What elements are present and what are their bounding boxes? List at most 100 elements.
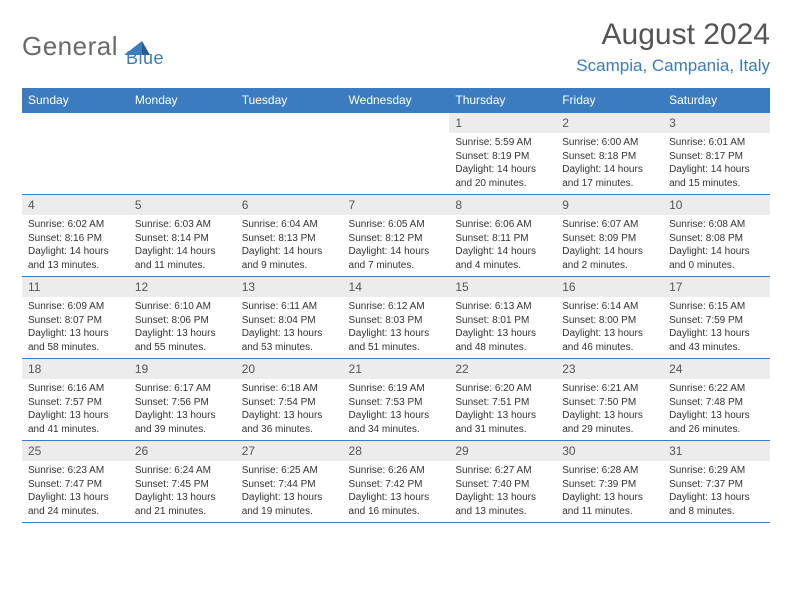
calendar-cell: 20Sunrise: 6:18 AMSunset: 7:54 PMDayligh… (236, 359, 343, 441)
day-details: Sunrise: 6:26 AMSunset: 7:42 PMDaylight:… (343, 461, 450, 522)
calendar-row: 25Sunrise: 6:23 AMSunset: 7:47 PMDayligh… (22, 441, 770, 523)
calendar-cell: 14Sunrise: 6:12 AMSunset: 8:03 PMDayligh… (343, 277, 450, 359)
day-number: 22 (449, 359, 556, 379)
day-number: 7 (343, 195, 450, 215)
day-details: Sunrise: 6:05 AMSunset: 8:12 PMDaylight:… (343, 215, 450, 276)
day-details: Sunrise: 6:22 AMSunset: 7:48 PMDaylight:… (663, 379, 770, 440)
day-number: 28 (343, 441, 450, 461)
day-number: 18 (22, 359, 129, 379)
day-details: Sunrise: 6:20 AMSunset: 7:51 PMDaylight:… (449, 379, 556, 440)
day-details: Sunrise: 6:11 AMSunset: 8:04 PMDaylight:… (236, 297, 343, 358)
calendar-cell: 9Sunrise: 6:07 AMSunset: 8:09 PMDaylight… (556, 195, 663, 277)
day-number: 8 (449, 195, 556, 215)
day-details: Sunrise: 6:07 AMSunset: 8:09 PMDaylight:… (556, 215, 663, 276)
calendar-cell (236, 113, 343, 195)
calendar-cell: 26Sunrise: 6:24 AMSunset: 7:45 PMDayligh… (129, 441, 236, 523)
calendar-cell: 2Sunrise: 6:00 AMSunset: 8:18 PMDaylight… (556, 113, 663, 195)
day-number: 23 (556, 359, 663, 379)
day-details: Sunrise: 6:23 AMSunset: 7:47 PMDaylight:… (22, 461, 129, 522)
calendar-cell: 13Sunrise: 6:11 AMSunset: 8:04 PMDayligh… (236, 277, 343, 359)
day-details: Sunrise: 6:27 AMSunset: 7:40 PMDaylight:… (449, 461, 556, 522)
day-number: 14 (343, 277, 450, 297)
calendar-cell: 27Sunrise: 6:25 AMSunset: 7:44 PMDayligh… (236, 441, 343, 523)
calendar-cell: 30Sunrise: 6:28 AMSunset: 7:39 PMDayligh… (556, 441, 663, 523)
calendar-cell: 25Sunrise: 6:23 AMSunset: 7:47 PMDayligh… (22, 441, 129, 523)
day-number: 2 (556, 113, 663, 133)
calendar-cell: 5Sunrise: 6:03 AMSunset: 8:14 PMDaylight… (129, 195, 236, 277)
day-details: Sunrise: 6:24 AMSunset: 7:45 PMDaylight:… (129, 461, 236, 522)
day-number: 17 (663, 277, 770, 297)
day-details: Sunrise: 6:29 AMSunset: 7:37 PMDaylight:… (663, 461, 770, 522)
day-number: 19 (129, 359, 236, 379)
calendar-cell: 22Sunrise: 6:20 AMSunset: 7:51 PMDayligh… (449, 359, 556, 441)
weekday-header: Saturday (663, 88, 770, 113)
calendar-cell: 31Sunrise: 6:29 AMSunset: 7:37 PMDayligh… (663, 441, 770, 523)
calendar-cell: 8Sunrise: 6:06 AMSunset: 8:11 PMDaylight… (449, 195, 556, 277)
day-details: Sunrise: 6:16 AMSunset: 7:57 PMDaylight:… (22, 379, 129, 440)
day-number: 9 (556, 195, 663, 215)
calendar-cell: 12Sunrise: 6:10 AMSunset: 8:06 PMDayligh… (129, 277, 236, 359)
day-number: 27 (236, 441, 343, 461)
day-number: 26 (129, 441, 236, 461)
calendar-cell: 11Sunrise: 6:09 AMSunset: 8:07 PMDayligh… (22, 277, 129, 359)
day-number: 31 (663, 441, 770, 461)
calendar-body: 1Sunrise: 5:59 AMSunset: 8:19 PMDaylight… (22, 113, 770, 523)
day-number: 3 (663, 113, 770, 133)
brand-text-2: Blue (126, 48, 164, 69)
day-number: 5 (129, 195, 236, 215)
day-details: Sunrise: 6:21 AMSunset: 7:50 PMDaylight:… (556, 379, 663, 440)
calendar-cell: 23Sunrise: 6:21 AMSunset: 7:50 PMDayligh… (556, 359, 663, 441)
day-number: 11 (22, 277, 129, 297)
calendar-cell: 6Sunrise: 6:04 AMSunset: 8:13 PMDaylight… (236, 195, 343, 277)
day-details: Sunrise: 6:17 AMSunset: 7:56 PMDaylight:… (129, 379, 236, 440)
calendar-page: General Blue August 2024 Scampia, Campan… (0, 0, 792, 533)
day-number: 29 (449, 441, 556, 461)
day-number: 20 (236, 359, 343, 379)
calendar-cell: 3Sunrise: 6:01 AMSunset: 8:17 PMDaylight… (663, 113, 770, 195)
calendar-cell: 10Sunrise: 6:08 AMSunset: 8:08 PMDayligh… (663, 195, 770, 277)
calendar-cell: 4Sunrise: 6:02 AMSunset: 8:16 PMDaylight… (22, 195, 129, 277)
day-number: 12 (129, 277, 236, 297)
calendar-cell: 7Sunrise: 6:05 AMSunset: 8:12 PMDaylight… (343, 195, 450, 277)
day-number: 6 (236, 195, 343, 215)
day-details: Sunrise: 5:59 AMSunset: 8:19 PMDaylight:… (449, 133, 556, 194)
day-number: 4 (22, 195, 129, 215)
calendar-cell (22, 113, 129, 195)
day-details: Sunrise: 6:19 AMSunset: 7:53 PMDaylight:… (343, 379, 450, 440)
day-number: 1 (449, 113, 556, 133)
day-details: Sunrise: 6:12 AMSunset: 8:03 PMDaylight:… (343, 297, 450, 358)
day-details: Sunrise: 6:28 AMSunset: 7:39 PMDaylight:… (556, 461, 663, 522)
weekday-header-row: Sunday Monday Tuesday Wednesday Thursday… (22, 88, 770, 113)
calendar-table: Sunday Monday Tuesday Wednesday Thursday… (22, 88, 770, 523)
calendar-row: 11Sunrise: 6:09 AMSunset: 8:07 PMDayligh… (22, 277, 770, 359)
day-number: 24 (663, 359, 770, 379)
weekday-header: Monday (129, 88, 236, 113)
calendar-cell: 28Sunrise: 6:26 AMSunset: 7:42 PMDayligh… (343, 441, 450, 523)
calendar-cell: 17Sunrise: 6:15 AMSunset: 7:59 PMDayligh… (663, 277, 770, 359)
day-details: Sunrise: 6:15 AMSunset: 7:59 PMDaylight:… (663, 297, 770, 358)
calendar-cell (129, 113, 236, 195)
calendar-cell (343, 113, 450, 195)
calendar-cell: 21Sunrise: 6:19 AMSunset: 7:53 PMDayligh… (343, 359, 450, 441)
calendar-row: 18Sunrise: 6:16 AMSunset: 7:57 PMDayligh… (22, 359, 770, 441)
day-details: Sunrise: 6:18 AMSunset: 7:54 PMDaylight:… (236, 379, 343, 440)
calendar-row: 4Sunrise: 6:02 AMSunset: 8:16 PMDaylight… (22, 195, 770, 277)
day-details: Sunrise: 6:02 AMSunset: 8:16 PMDaylight:… (22, 215, 129, 276)
weekday-header: Friday (556, 88, 663, 113)
day-details: Sunrise: 6:08 AMSunset: 8:08 PMDaylight:… (663, 215, 770, 276)
day-details: Sunrise: 6:13 AMSunset: 8:01 PMDaylight:… (449, 297, 556, 358)
day-details: Sunrise: 6:09 AMSunset: 8:07 PMDaylight:… (22, 297, 129, 358)
weekday-header: Sunday (22, 88, 129, 113)
location-subtitle: Scampia, Campania, Italy (576, 56, 770, 76)
day-number: 10 (663, 195, 770, 215)
calendar-cell: 1Sunrise: 5:59 AMSunset: 8:19 PMDaylight… (449, 113, 556, 195)
calendar-cell: 19Sunrise: 6:17 AMSunset: 7:56 PMDayligh… (129, 359, 236, 441)
day-number: 15 (449, 277, 556, 297)
weekday-header: Wednesday (343, 88, 450, 113)
weekday-header: Thursday (449, 88, 556, 113)
day-details: Sunrise: 6:00 AMSunset: 8:18 PMDaylight:… (556, 133, 663, 194)
weekday-header: Tuesday (236, 88, 343, 113)
day-number: 30 (556, 441, 663, 461)
brand-logo: General Blue (22, 24, 164, 69)
day-details: Sunrise: 6:14 AMSunset: 8:00 PMDaylight:… (556, 297, 663, 358)
